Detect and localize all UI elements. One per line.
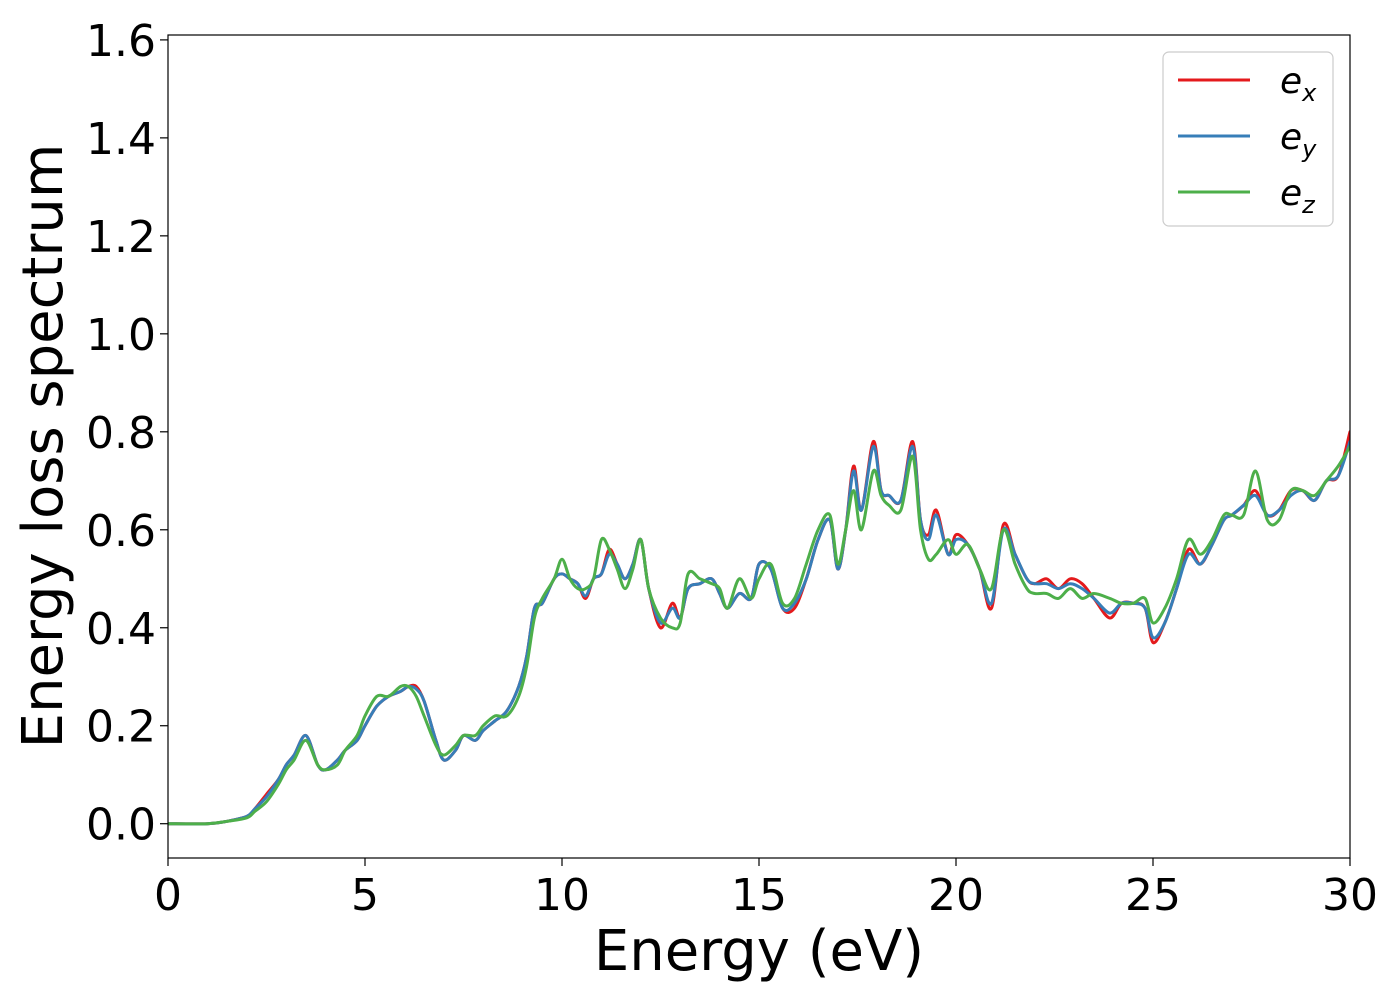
y-tick-label: 1.2 bbox=[86, 212, 156, 263]
x-tick-label: 25 bbox=[1125, 870, 1181, 921]
y-tick-label: 0.6 bbox=[86, 506, 156, 557]
x-axis-label: Energy (eV) bbox=[594, 919, 924, 984]
legend: ex ey ez bbox=[1162, 51, 1334, 227]
series-line-y bbox=[168, 440, 1350, 826]
y-tick-label: 1.0 bbox=[86, 310, 156, 361]
legend-label-x: ex bbox=[1280, 61, 1317, 107]
x-tick-label: 30 bbox=[1322, 870, 1378, 921]
y-tick-label: 1.4 bbox=[86, 114, 156, 165]
x-axis: 0 5 10 15 20 25 30 bbox=[154, 858, 1378, 921]
x-tick-label: 20 bbox=[928, 870, 984, 921]
series-line-x bbox=[168, 430, 1350, 826]
y-tick-label: 0.8 bbox=[86, 408, 156, 459]
series-line-z bbox=[168, 445, 1350, 826]
x-tick-label: 10 bbox=[534, 870, 590, 921]
y-tick-label: 0.4 bbox=[86, 604, 156, 655]
y-tick-label: 0.0 bbox=[86, 800, 156, 851]
x-tick-label: 5 bbox=[351, 870, 379, 921]
legend-label-y: ey bbox=[1280, 117, 1317, 163]
y-tick-label: 0.2 bbox=[86, 702, 156, 753]
series-layer bbox=[168, 430, 1350, 826]
x-tick-label: 15 bbox=[731, 870, 787, 921]
x-tick-label: 0 bbox=[154, 870, 182, 921]
y-tick-label: 1.6 bbox=[86, 16, 156, 67]
legend-label-z: ez bbox=[1280, 173, 1316, 219]
legend-box bbox=[1162, 51, 1334, 227]
y-axis: 0.0 0.2 0.4 0.6 0.8 1.0 1.2 1.4 1.6 bbox=[86, 16, 168, 851]
y-axis-label: Energy loss spectrum bbox=[11, 144, 76, 749]
